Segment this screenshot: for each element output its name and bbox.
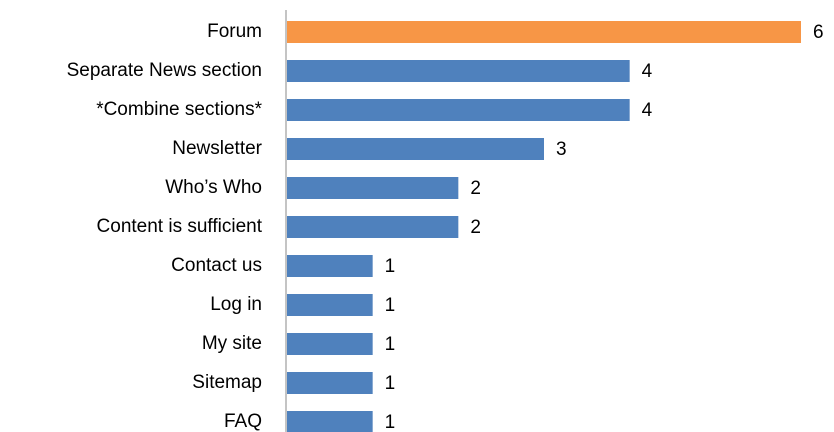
category-label: Contact us xyxy=(171,255,262,276)
bar xyxy=(287,216,459,238)
bar xyxy=(287,60,630,82)
category-label: My site xyxy=(202,333,262,354)
bar xyxy=(287,99,630,121)
category-label: Sitemap xyxy=(192,372,262,393)
bar xyxy=(287,333,373,355)
value-label: 1 xyxy=(385,334,396,355)
bar xyxy=(287,411,373,432)
category-label: Newsletter xyxy=(172,138,262,159)
category-label: Forum xyxy=(207,21,262,42)
bar xyxy=(287,294,373,316)
category-label: FAQ xyxy=(224,411,262,432)
value-label: 4 xyxy=(642,100,653,121)
value-label: 4 xyxy=(642,61,653,82)
category-label: Separate News section xyxy=(67,60,262,81)
bar xyxy=(287,372,373,394)
bar xyxy=(287,21,801,43)
value-label: 1 xyxy=(385,256,396,277)
value-label: 3 xyxy=(556,139,567,160)
bar xyxy=(287,255,373,277)
category-label: Log in xyxy=(210,294,262,315)
category-label: Who’s Who xyxy=(165,177,262,198)
value-label: 1 xyxy=(385,373,396,394)
category-label: Content is sufficient xyxy=(97,216,263,237)
value-label: 1 xyxy=(385,412,396,432)
value-label: 2 xyxy=(470,217,481,238)
category-label: *Combine sections* xyxy=(96,99,262,120)
value-label: 1 xyxy=(385,295,396,316)
value-label: 2 xyxy=(470,178,481,199)
bar xyxy=(287,138,544,160)
value-label: 6 xyxy=(813,22,824,43)
bar xyxy=(287,177,459,199)
